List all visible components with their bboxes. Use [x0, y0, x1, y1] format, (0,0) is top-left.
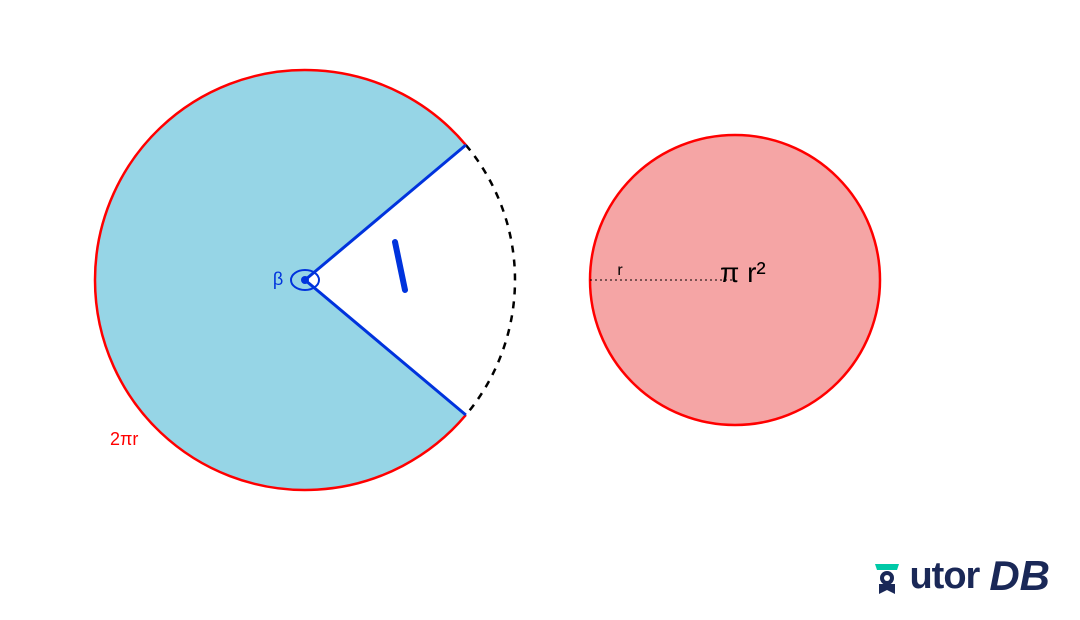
area-label: π r²: [720, 257, 766, 288]
logo-text-utor: utor: [909, 555, 979, 598]
watermark-logo: utor DB: [867, 552, 1050, 600]
left-dashed-arc: [466, 145, 515, 415]
logo-icon: [867, 556, 907, 596]
diagram-svg: β 2πr r π r²: [0, 0, 1080, 620]
center-dot: [301, 276, 309, 284]
slant-length-mark: [395, 242, 405, 290]
radius-label: r: [617, 262, 623, 279]
logo-text-db: DB: [989, 552, 1050, 600]
beta-label: β: [273, 269, 283, 289]
circumference-label: 2πr: [110, 429, 138, 449]
